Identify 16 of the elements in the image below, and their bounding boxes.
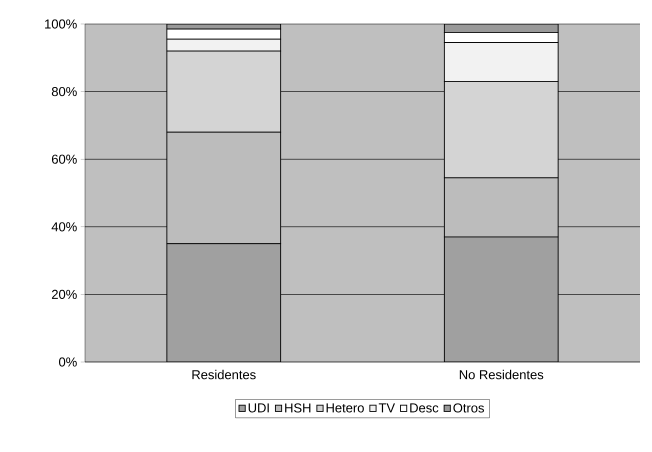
legend-label: TV <box>378 403 396 412</box>
x-tick-label: No Residentes <box>460 370 544 380</box>
y-tick-label: 80% <box>52 87 77 96</box>
y-tick-label: 100% <box>45 19 77 29</box>
bar <box>444 236 559 362</box>
legend-label: Otros <box>453 403 484 413</box>
y-tick-label: 40% <box>52 222 77 232</box>
y-tick-label: 0% <box>59 357 77 367</box>
legend-label: HSH <box>285 403 310 413</box>
legend-label: UDI <box>248 403 269 412</box>
legend-label: Hetero <box>326 403 364 412</box>
bar <box>166 243 282 362</box>
legend-label: Desc <box>410 403 438 412</box>
x-tick-label: Residentes <box>192 370 256 380</box>
y-tick-label: 60% <box>52 154 77 164</box>
y-tick-label: 20% <box>52 290 77 299</box>
